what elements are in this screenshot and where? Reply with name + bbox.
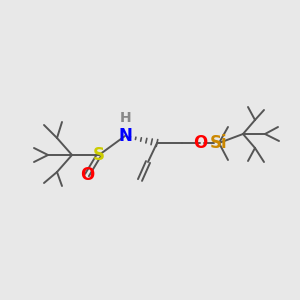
Text: S: S: [93, 146, 105, 164]
Text: N: N: [118, 127, 132, 145]
Text: O: O: [193, 134, 207, 152]
Text: H: H: [120, 111, 132, 125]
Text: O: O: [80, 166, 94, 184]
Text: Si: Si: [210, 134, 228, 152]
